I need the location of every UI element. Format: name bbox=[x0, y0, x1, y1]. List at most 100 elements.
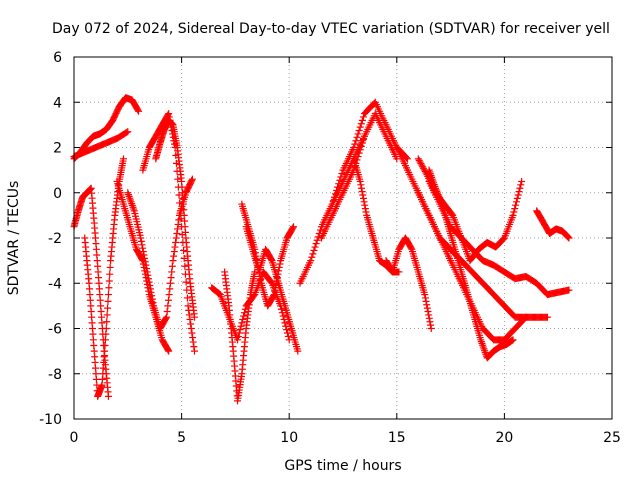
data-point bbox=[290, 223, 298, 231]
data-point bbox=[565, 234, 573, 242]
data-point bbox=[427, 321, 435, 329]
data-point bbox=[416, 158, 424, 166]
data-point bbox=[329, 197, 337, 205]
y-tick-label: -2 bbox=[48, 231, 62, 247]
data-point bbox=[106, 270, 114, 278]
data-point bbox=[191, 313, 199, 321]
data-point bbox=[182, 278, 190, 286]
data-point bbox=[237, 322, 245, 330]
data-point bbox=[188, 175, 196, 183]
data-point bbox=[356, 177, 364, 185]
data-point bbox=[137, 237, 145, 245]
series-s3 bbox=[81, 155, 127, 400]
series-s22 bbox=[533, 207, 573, 242]
data-point bbox=[189, 338, 197, 346]
x-tick-label: 25 bbox=[603, 430, 621, 446]
data-point bbox=[421, 167, 429, 175]
data-points bbox=[70, 94, 573, 405]
data-point bbox=[310, 246, 318, 254]
data-point bbox=[166, 285, 174, 293]
data-point bbox=[360, 198, 368, 206]
y-axis-title: SDTVAR / TECUs bbox=[6, 181, 22, 296]
y-tick-label: 0 bbox=[53, 186, 62, 202]
data-point bbox=[251, 249, 259, 257]
x-tick-label: 0 bbox=[70, 430, 79, 446]
data-point bbox=[419, 163, 427, 171]
data-point bbox=[256, 272, 264, 280]
y-tick-label: -6 bbox=[48, 322, 62, 338]
series-s23 bbox=[382, 234, 435, 332]
data-point bbox=[419, 164, 427, 172]
data-point bbox=[359, 136, 367, 144]
data-point bbox=[185, 311, 193, 319]
data-point bbox=[139, 244, 147, 252]
data-point bbox=[358, 188, 366, 196]
data-point bbox=[188, 177, 196, 185]
data-point bbox=[142, 274, 150, 282]
data-point bbox=[165, 110, 173, 118]
data-point bbox=[354, 153, 362, 161]
data-point bbox=[359, 191, 367, 199]
data-point bbox=[102, 325, 110, 332]
data-point bbox=[162, 314, 170, 322]
data-point bbox=[170, 252, 178, 260]
data-point bbox=[418, 161, 426, 169]
y-tick-label: 2 bbox=[53, 141, 62, 157]
series-s5 bbox=[124, 175, 196, 332]
data-point bbox=[144, 284, 152, 292]
data-point bbox=[234, 336, 242, 344]
data-point bbox=[425, 314, 433, 322]
data-point bbox=[138, 255, 146, 263]
data-point bbox=[186, 315, 194, 323]
data-point bbox=[164, 296, 172, 304]
data-point bbox=[331, 190, 339, 198]
data-point bbox=[267, 278, 275, 286]
series-s7 bbox=[113, 177, 173, 355]
data-point bbox=[181, 262, 189, 270]
data-point bbox=[352, 137, 360, 145]
x-tick-label: 10 bbox=[280, 430, 298, 446]
data-point bbox=[145, 287, 153, 295]
data-point bbox=[172, 239, 180, 247]
data-point bbox=[351, 140, 359, 148]
data-point bbox=[362, 208, 370, 216]
data-point bbox=[426, 318, 434, 326]
series-s16 bbox=[350, 155, 403, 276]
data-point bbox=[123, 128, 131, 136]
data-point bbox=[289, 224, 297, 232]
data-point bbox=[357, 181, 365, 189]
data-point bbox=[277, 305, 285, 313]
data-point bbox=[414, 155, 422, 163]
data-point bbox=[172, 234, 180, 242]
data-point bbox=[283, 326, 291, 334]
data-point bbox=[275, 267, 283, 275]
data-point bbox=[333, 186, 341, 194]
data-point bbox=[279, 312, 287, 320]
data-point bbox=[423, 301, 431, 309]
data-point bbox=[187, 320, 195, 328]
data-point bbox=[166, 279, 174, 287]
x-tick-label: 20 bbox=[495, 430, 513, 446]
data-point bbox=[356, 123, 364, 131]
data-point bbox=[169, 257, 177, 265]
data-point bbox=[124, 128, 132, 136]
x-tick-label: 5 bbox=[177, 430, 186, 446]
chart-title: Day 072 of 2024, Sidereal Day-to-day VTE… bbox=[52, 21, 610, 37]
data-point bbox=[311, 243, 319, 251]
data-point bbox=[184, 302, 192, 310]
data-point bbox=[191, 347, 199, 355]
data-point bbox=[165, 347, 173, 355]
data-point bbox=[239, 315, 247, 323]
data-point bbox=[183, 294, 191, 302]
data-point bbox=[273, 274, 281, 282]
data-point bbox=[517, 181, 525, 189]
data-point bbox=[170, 248, 178, 256]
data-point bbox=[270, 291, 278, 299]
data-point bbox=[165, 291, 173, 299]
data-point bbox=[312, 240, 320, 248]
data-point bbox=[250, 292, 258, 300]
data-point bbox=[163, 313, 171, 321]
data-point bbox=[276, 260, 284, 268]
x-tick-label: 15 bbox=[388, 430, 406, 446]
data-point bbox=[104, 392, 112, 400]
